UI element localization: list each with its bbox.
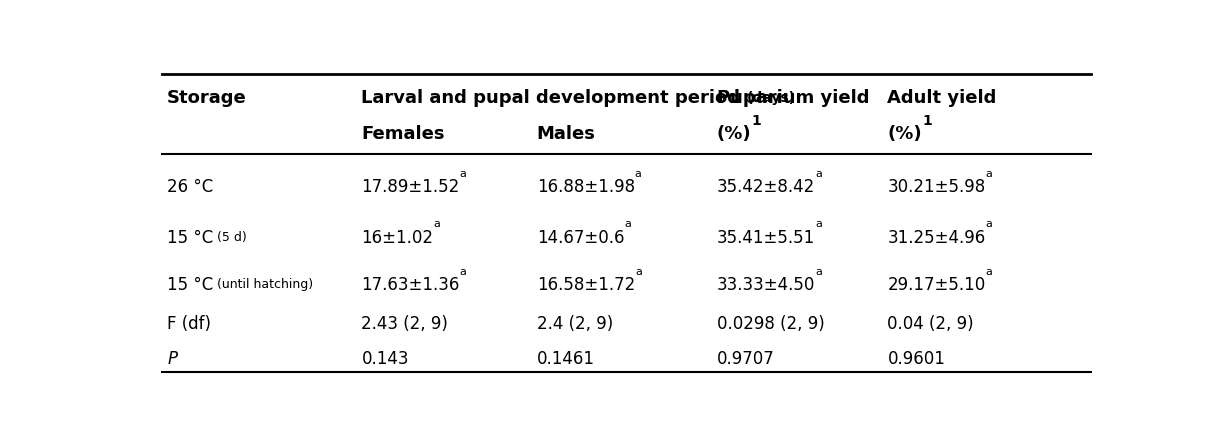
Text: 30.21±5.98: 30.21±5.98	[888, 178, 986, 196]
Text: 0.9707: 0.9707	[717, 350, 774, 368]
Text: 26 °C: 26 °C	[168, 178, 213, 196]
Text: 2.4 (2, 9): 2.4 (2, 9)	[537, 315, 613, 333]
Text: 17.63±1.36: 17.63±1.36	[362, 276, 460, 294]
Text: a: a	[624, 219, 631, 230]
Text: a: a	[635, 267, 642, 277]
Text: 35.42±8.42: 35.42±8.42	[717, 178, 815, 196]
Text: 2.43 (2, 9): 2.43 (2, 9)	[362, 315, 449, 333]
Text: 0.1461: 0.1461	[537, 350, 594, 368]
Text: 16±1.02: 16±1.02	[362, 229, 433, 246]
Text: a: a	[986, 169, 993, 179]
Text: a: a	[986, 267, 993, 277]
Text: 16.58±1.72: 16.58±1.72	[537, 276, 635, 294]
Text: a: a	[635, 169, 642, 179]
Text: 14.67±0.6: 14.67±0.6	[537, 229, 624, 246]
Text: (5 d): (5 d)	[213, 231, 247, 244]
Text: a: a	[460, 267, 467, 277]
Text: a: a	[816, 267, 822, 277]
Text: 1: 1	[922, 114, 932, 128]
Text: Storage: Storage	[168, 89, 247, 108]
Text: 0.0298 (2, 9): 0.0298 (2, 9)	[717, 315, 824, 333]
Text: a: a	[460, 169, 466, 179]
Text: 16.88±1.98: 16.88±1.98	[537, 178, 635, 196]
Text: (%): (%)	[888, 125, 922, 144]
Text: Females: Females	[362, 125, 445, 144]
Text: 33.33±4.50: 33.33±4.50	[717, 276, 816, 294]
Text: (until hatching): (until hatching)	[213, 278, 313, 292]
Text: 35.41±5.51: 35.41±5.51	[717, 229, 815, 246]
Text: 31.25±4.96: 31.25±4.96	[888, 229, 986, 246]
Text: a: a	[815, 219, 822, 230]
Text: Adult yield: Adult yield	[888, 89, 997, 108]
Text: 0.143: 0.143	[362, 350, 408, 368]
Text: a: a	[986, 219, 993, 230]
Text: (days): (days)	[747, 91, 796, 105]
Text: 17.89±1.52: 17.89±1.52	[362, 178, 460, 196]
Text: Puparium yield: Puparium yield	[717, 89, 870, 108]
Text: P: P	[168, 350, 177, 368]
Text: Larval and pupal development period: Larval and pupal development period	[362, 89, 747, 108]
Text: Males: Males	[537, 125, 596, 144]
Text: 0.9601: 0.9601	[888, 350, 945, 368]
Text: F (df): F (df)	[168, 315, 212, 333]
Text: a: a	[815, 169, 822, 179]
Text: 0.04 (2, 9): 0.04 (2, 9)	[888, 315, 974, 333]
Text: 15 °C: 15 °C	[168, 229, 213, 246]
Text: a: a	[433, 219, 440, 230]
Text: 1: 1	[751, 114, 761, 128]
Text: 29.17±5.10: 29.17±5.10	[888, 276, 986, 294]
Text: (%): (%)	[717, 125, 751, 144]
Text: 15 °C: 15 °C	[168, 276, 213, 294]
